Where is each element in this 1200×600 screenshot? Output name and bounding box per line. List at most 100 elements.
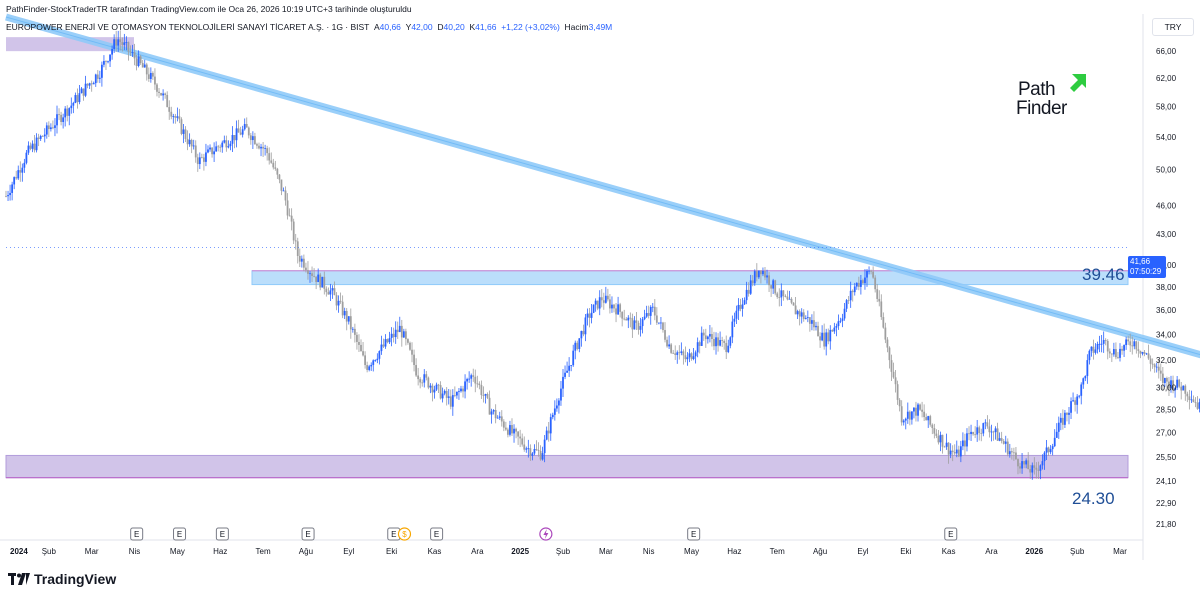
x-tick-label: 2026 — [1025, 547, 1043, 556]
candle-body — [729, 337, 732, 346]
candle-body — [564, 372, 566, 377]
candle-body — [1135, 341, 1138, 350]
candle-body — [353, 328, 356, 335]
candle-body — [1141, 352, 1144, 354]
candle-body — [502, 421, 505, 428]
candle-body — [888, 347, 891, 361]
candle-body — [372, 360, 375, 365]
high-label: Y — [405, 22, 412, 32]
candle-body — [576, 342, 579, 349]
candle-body — [927, 416, 930, 421]
x-tick-label: 2024 — [10, 547, 28, 556]
x-tick-label: Ara — [471, 547, 484, 556]
candle-body — [762, 270, 764, 275]
candle-body — [413, 354, 415, 366]
earnings-marker[interactable]: E — [387, 527, 401, 541]
candle-body — [657, 322, 660, 324]
candle-body — [423, 374, 426, 383]
earnings-marker[interactable]: E — [430, 527, 444, 541]
resistance-zone[interactable] — [251, 270, 1129, 286]
candle-body — [517, 431, 520, 437]
candle-body — [1147, 353, 1150, 359]
currency-selector[interactable]: TRY — [1152, 18, 1194, 36]
candle-body — [82, 88, 85, 96]
candle-body — [37, 137, 40, 139]
candle-body — [364, 355, 366, 366]
candle-body — [753, 271, 756, 284]
earnings-marker[interactable]: E — [215, 527, 229, 541]
candle-body — [653, 306, 656, 316]
x-tick-label: Şub — [1070, 547, 1085, 556]
candle-body — [1110, 353, 1113, 355]
candle-body — [1006, 441, 1009, 455]
candle-body — [143, 64, 146, 68]
candle-body — [217, 146, 220, 148]
tradingview-wordmark: TradingView — [34, 571, 117, 587]
lightning-icon — [543, 529, 549, 539]
pathfinder-logo-bottom: Finder — [1016, 98, 1067, 119]
candle-body — [539, 450, 542, 460]
candle-body — [390, 333, 393, 338]
dividend-marker-icon[interactable]: $ — [397, 527, 412, 541]
candle-body — [513, 428, 515, 434]
candle-body — [19, 170, 22, 173]
candle-body — [164, 93, 167, 95]
candle-body — [396, 329, 399, 333]
candle-body — [460, 388, 462, 392]
candle-body — [580, 330, 583, 339]
earnings-marker[interactable]: E — [687, 527, 701, 541]
candle-body — [715, 337, 717, 347]
candle-body — [349, 316, 352, 330]
change-value: +1,22 (+3,02%) — [501, 22, 560, 32]
candle-body — [676, 352, 679, 355]
candle-body — [915, 407, 917, 416]
candle-body — [902, 420, 905, 423]
earnings-marker[interactable]: E — [944, 527, 958, 541]
candle-body — [913, 407, 915, 412]
candle-body — [482, 395, 485, 396]
candle-body — [156, 84, 158, 92]
candle-body — [1149, 358, 1152, 364]
split-marker-icon[interactable] — [539, 527, 553, 541]
candle-body — [1102, 340, 1105, 344]
symbol-name[interactable]: EUROPOWER ENERJİ VE OTOMASYON TEKNOLOJİL… — [6, 22, 370, 32]
candle-body — [196, 157, 199, 165]
candle-body — [1174, 387, 1176, 391]
candle-body — [853, 286, 856, 293]
candle-body — [784, 296, 787, 297]
candle-body — [664, 330, 666, 340]
candle-body — [221, 142, 224, 148]
candle-body — [488, 397, 491, 415]
candle-body — [966, 433, 968, 447]
candle-body — [351, 328, 354, 330]
candle-body — [456, 391, 458, 396]
tradingview-logo[interactable]: TradingView — [8, 571, 116, 587]
earnings-marker[interactable]: E — [173, 527, 187, 541]
candle-body — [113, 39, 116, 50]
support-zone[interactable] — [5, 454, 1129, 479]
earnings-marker[interactable]: E — [130, 527, 144, 541]
candle-body — [435, 384, 438, 390]
low-value: 40,20 — [443, 22, 465, 32]
candle-body — [788, 298, 791, 300]
y-tick-label: 58,00 — [1156, 102, 1177, 111]
y-tick-label: 28,50 — [1156, 406, 1177, 415]
candle-body — [1002, 440, 1005, 444]
candle-body — [1004, 441, 1007, 444]
y-tick-label: 40,00 — [1156, 261, 1177, 270]
candle-body — [1010, 451, 1013, 453]
candle-body — [70, 105, 73, 109]
candle-body — [362, 351, 364, 356]
candle-body — [25, 152, 28, 163]
candle-body — [670, 344, 673, 353]
candle-body — [402, 331, 405, 338]
candle-body — [811, 320, 813, 324]
candle-body — [672, 352, 675, 354]
volume-label: Hacim — [564, 22, 589, 32]
candle-body — [694, 352, 697, 357]
earnings-marker[interactable]: E — [301, 527, 315, 541]
candle-body — [535, 449, 538, 450]
candle-body — [305, 267, 307, 271]
candle-body — [815, 325, 817, 328]
